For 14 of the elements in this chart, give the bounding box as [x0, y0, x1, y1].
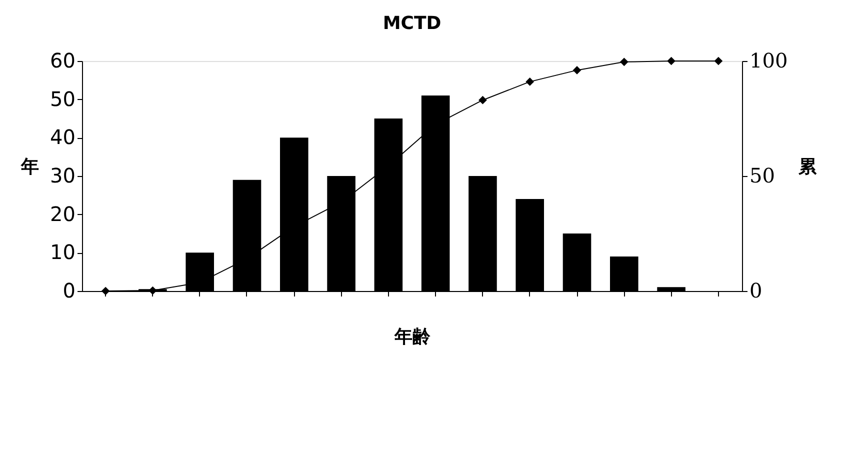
- y-tick-label: 60: [50, 48, 76, 72]
- y-axis-title: 年: [20, 156, 40, 178]
- y-tick-label: 50: [50, 86, 76, 111]
- y2-tick-label: 50: [750, 164, 775, 188]
- chart-title: MCTD: [382, 13, 442, 34]
- y-tick-label: 20: [50, 202, 76, 226]
- x-axis-title: 年齢: [394, 326, 432, 348]
- y2-tick-label: 100: [750, 48, 788, 72]
- y-tick-label: 10: [50, 240, 76, 264]
- y2-tick-label: 0: [750, 278, 762, 302]
- y-tick-label: 40: [50, 125, 76, 150]
- y-tick-label: 30: [50, 164, 76, 188]
- y-tick-label: 0: [62, 278, 76, 302]
- y2-axis-title: 累: [798, 156, 818, 178]
